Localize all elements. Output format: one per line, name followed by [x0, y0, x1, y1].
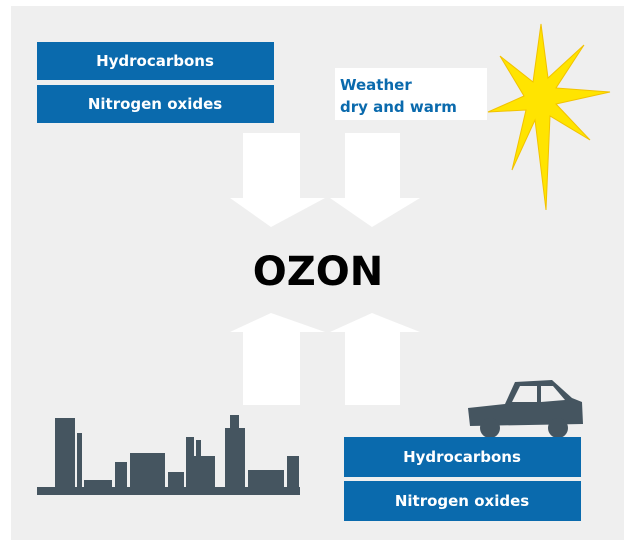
- box-label: Nitrogen oxides: [88, 95, 222, 113]
- weather-label: Weather: [340, 76, 412, 94]
- factory: [37, 415, 300, 495]
- center-label: OZON: [253, 249, 384, 295]
- arrow-up: [330, 313, 420, 405]
- box-label: Hydrocarbons: [403, 448, 521, 466]
- box: [37, 85, 274, 123]
- box: [37, 42, 274, 80]
- weather-label: dry and warm: [340, 98, 457, 116]
- box-label: Nitrogen oxides: [395, 492, 529, 510]
- sun: [487, 23, 611, 211]
- box-label: Hydrocarbons: [96, 52, 214, 70]
- car: [468, 380, 583, 438]
- weather-box: [335, 68, 487, 120]
- arrow-down: [330, 133, 420, 227]
- box: [344, 481, 581, 521]
- arrow-up: [230, 313, 325, 405]
- arrow-down: [230, 133, 325, 227]
- box: [344, 437, 581, 477]
